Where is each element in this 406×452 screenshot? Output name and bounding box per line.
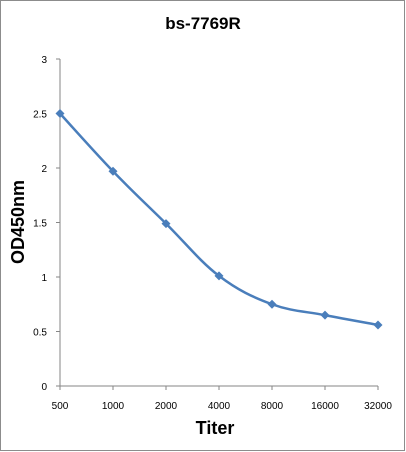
data-point-marker <box>267 299 277 309</box>
x-axis-label: Titer <box>196 418 235 438</box>
x-tick-label: 1000 <box>102 401 125 412</box>
y-axis-ticks: 0 0.5 1 1.5 2 2.5 3 <box>33 55 60 393</box>
data-point-marker <box>161 219 171 229</box>
x-tick-label: 8000 <box>261 401 284 412</box>
y-tick-label: 2 <box>41 164 47 175</box>
y-axis-label: OD450nm <box>8 180 28 264</box>
x-tick-label: 500 <box>52 401 69 412</box>
chart-title: bs-7769R <box>165 14 241 33</box>
y-tick-label: 1.5 <box>33 219 47 230</box>
x-axis-ticks: 500 1000 2000 4000 8000 16000 32000 <box>52 386 392 412</box>
series-line <box>59 112 379 327</box>
data-point-marker <box>373 320 383 330</box>
data-point-marker <box>108 166 118 176</box>
x-tick-label: 16000 <box>311 401 339 412</box>
x-tick-label: 4000 <box>208 401 231 412</box>
y-tick-label: 1 <box>41 273 47 284</box>
data-point-marker <box>320 310 330 320</box>
y-tick-label: 3 <box>41 55 47 66</box>
x-tick-label: 32000 <box>364 401 392 412</box>
x-tick-label: 2000 <box>155 401 178 412</box>
data-point-marker <box>55 109 65 118</box>
data-point-marker <box>214 271 224 281</box>
y-tick-label: 0.5 <box>33 328 47 339</box>
y-tick-label: 0 <box>41 382 47 393</box>
series-markers <box>55 109 383 330</box>
y-tick-label: 2.5 <box>33 110 47 121</box>
